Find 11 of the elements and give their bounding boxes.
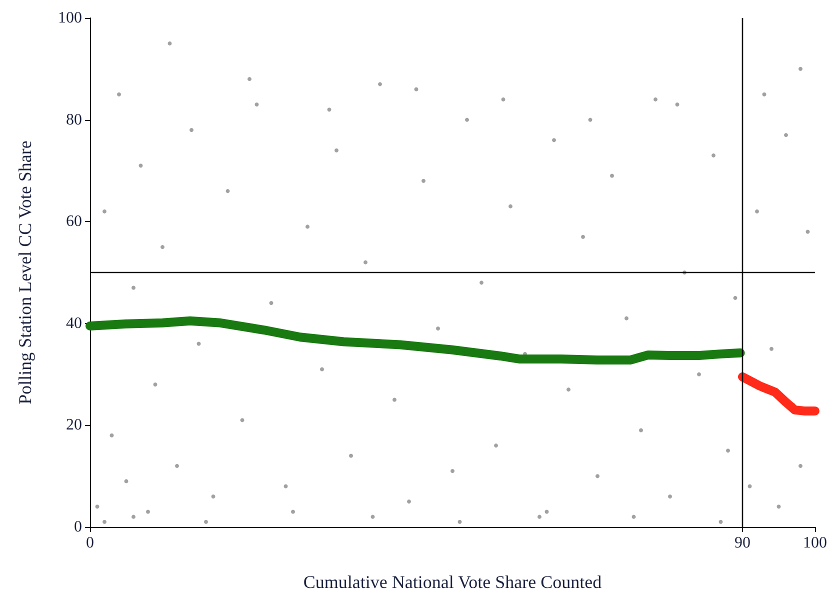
y-tick-label: 0 — [74, 518, 82, 536]
y-axis-title: Polling Station Level CC Vote Share — [15, 140, 35, 404]
y-tick-label: 40 — [66, 314, 82, 332]
y-tick-label: 20 — [66, 416, 82, 434]
y-tick-label: 100 — [58, 10, 82, 26]
y-tick-label: 60 — [66, 213, 82, 230]
y-tick-label: 80 — [66, 111, 82, 128]
x-tick-label: 100 — [803, 534, 827, 552]
x-axis-title: Cumulative National Vote Share Counted — [303, 572, 602, 592]
x-tick-label: 0 — [86, 534, 94, 552]
x-tick-label: 90 — [734, 534, 750, 552]
